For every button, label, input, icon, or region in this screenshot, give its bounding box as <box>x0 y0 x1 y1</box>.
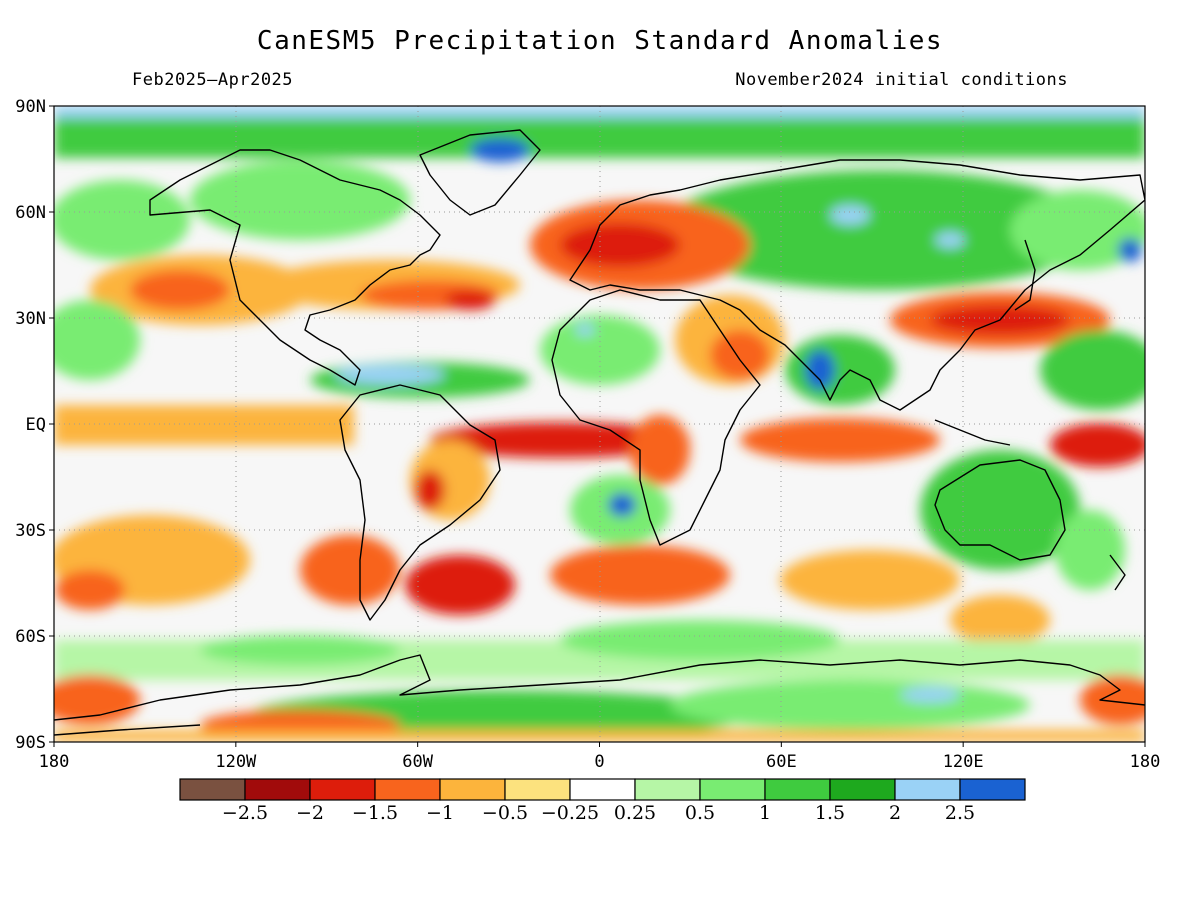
colorbar-swatch <box>309 778 376 801</box>
lon-tick-label: 180 <box>1130 752 1161 772</box>
colorbar-label: −1.5 <box>352 802 398 824</box>
colorbar-label: 2.5 <box>945 802 975 824</box>
colorbar-swatch <box>894 778 961 801</box>
initial-conditions-label: November2024 initial conditions <box>735 70 1068 90</box>
colorbar-label: 0.25 <box>614 802 656 824</box>
lon-tick-label: 120E <box>943 752 984 772</box>
colorbar-legend: −2.5 −2 −1.5 −1 −0.5 −0.25 0.25 0.5 1 1.5 2 2.5 <box>179 778 1026 824</box>
colorbar-label: 0.5 <box>685 802 715 824</box>
anomaly-field <box>54 106 1145 742</box>
colorbar-label: −2.5 <box>222 802 268 824</box>
colorbar-swatch <box>504 778 571 801</box>
colorbar-swatch <box>764 778 831 801</box>
latitude-axis: 90N 60N 30N EQ 30S 60S 90S <box>15 97 54 753</box>
coastlines <box>54 129 1145 736</box>
lon-tick-label: 0 <box>594 752 604 772</box>
colorbar-swatch <box>959 778 1026 801</box>
colorbar-label: −0.25 <box>541 802 599 824</box>
colorbar-swatch <box>829 778 896 801</box>
lat-tick-label: EQ <box>26 415 46 435</box>
colorbar-label: −1 <box>426 802 454 824</box>
colorbar-swatch <box>699 778 766 801</box>
chart-title: CanESM5 Precipitation Standard Anomalies <box>256 26 944 56</box>
lat-tick-label: 60S <box>15 627 46 647</box>
colorbar-swatch <box>244 778 311 801</box>
longitude-axis: 180 120W 60W 0 60E 120E 180 <box>39 742 1161 772</box>
colorbar-label: −2 <box>296 802 324 824</box>
colorbar-label: 2 <box>889 802 901 824</box>
colorbar-swatch <box>634 778 701 801</box>
colorbar-label: 1.5 <box>815 802 845 824</box>
map-gridlines <box>54 106 1145 742</box>
colorbar-swatch <box>374 778 441 801</box>
lat-tick-label: 90N <box>15 97 46 117</box>
colorbar-swatch <box>569 778 636 801</box>
lon-tick-label: 60W <box>402 752 433 772</box>
lat-tick-label: 30S <box>15 521 46 541</box>
colorbar-label: 1 <box>759 802 771 824</box>
lat-tick-label: 90S <box>15 733 46 753</box>
colorbar-label: −0.5 <box>482 802 528 824</box>
colorbar-swatch <box>179 778 246 801</box>
lon-tick-label: 180 <box>39 752 70 772</box>
lat-tick-label: 60N <box>15 203 46 223</box>
lon-tick-label: 60E <box>766 752 797 772</box>
lat-tick-label: 30N <box>15 309 46 329</box>
colorbar-swatch <box>439 778 506 801</box>
period-label: Feb2025–Apr2025 <box>132 70 294 90</box>
lon-tick-label: 120W <box>215 752 257 772</box>
